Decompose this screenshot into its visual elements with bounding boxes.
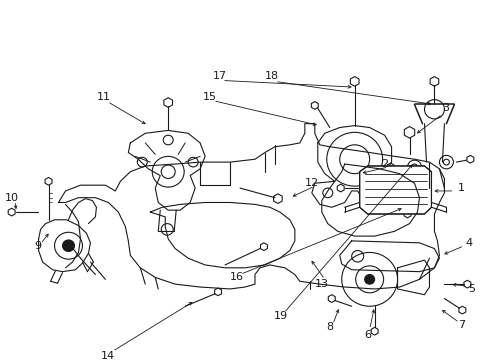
Text: 6: 6 [364, 330, 370, 340]
Text: 12: 12 [304, 178, 318, 188]
Text: 13: 13 [314, 279, 328, 289]
Text: 8: 8 [325, 323, 333, 332]
Text: 16: 16 [229, 273, 244, 283]
Circle shape [364, 275, 374, 284]
Text: 4: 4 [465, 238, 472, 248]
Text: 15: 15 [203, 92, 217, 102]
Text: 10: 10 [5, 193, 19, 203]
Text: 5: 5 [467, 284, 474, 294]
Text: 17: 17 [213, 71, 226, 81]
Text: 2: 2 [380, 159, 387, 169]
Text: 18: 18 [264, 71, 279, 81]
Polygon shape [359, 166, 430, 214]
Text: 14: 14 [101, 351, 115, 360]
Text: 11: 11 [96, 92, 110, 102]
Text: 9: 9 [34, 241, 41, 251]
Text: 7: 7 [457, 320, 464, 330]
Circle shape [62, 240, 74, 252]
Text: 3: 3 [441, 103, 448, 113]
Text: 19: 19 [273, 311, 287, 321]
Text: 1: 1 [457, 183, 464, 193]
